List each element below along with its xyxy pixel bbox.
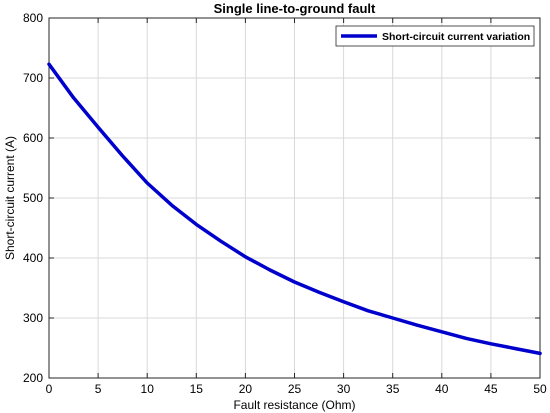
x-tick-label: 45: [484, 382, 498, 396]
y-tick-label: 400: [23, 251, 43, 265]
grid: [49, 18, 540, 378]
x-tick-label: 30: [337, 382, 351, 396]
x-tick-label: 35: [386, 382, 400, 396]
x-axis-label: Fault resistance (Ohm): [233, 398, 355, 412]
y-tick-label: 800: [23, 11, 43, 25]
legend: Short-circuit current variation: [335, 25, 535, 47]
y-tick-label: 500: [23, 191, 43, 205]
y-tick-label: 200: [23, 371, 43, 385]
axes: [48, 17, 541, 379]
y-tick-label: 700: [23, 71, 43, 85]
x-tick-label: 40: [435, 382, 449, 396]
x-tick-label: 5: [95, 382, 102, 396]
x-tick-label: 10: [141, 382, 155, 396]
y-tick-label: 600: [23, 131, 43, 145]
x-tick-label: 20: [239, 382, 253, 396]
x-tick-label: 25: [288, 382, 302, 396]
x-tick-label: 50: [533, 382, 547, 396]
legend-label: Short-circuit current variation: [382, 31, 530, 43]
tick-labels: 0 5 10 15 20 25 30 35 40 45 50 200 300 400 500 600 700 80…: [23, 11, 547, 396]
series: [47, 62, 542, 356]
chart-title: Single line-to-ground fault: [214, 1, 376, 16]
y-tick-label: 300: [23, 311, 43, 325]
x-tick-label: 0: [46, 382, 53, 396]
x-tick-label: 15: [190, 382, 204, 396]
y-axis-label: Short-circuit current (A): [3, 136, 17, 260]
legend-box: [335, 25, 535, 47]
